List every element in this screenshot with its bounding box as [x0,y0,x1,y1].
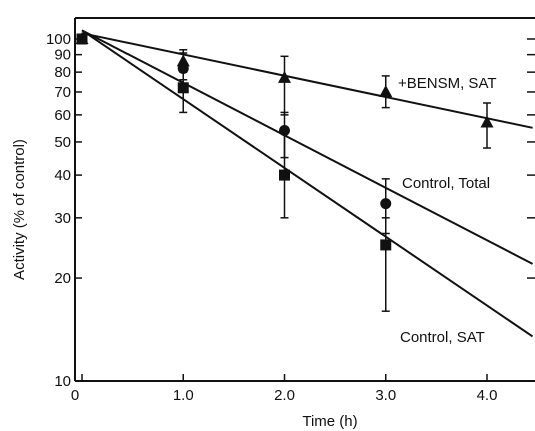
square-marker [177,82,189,94]
triangle-marker [379,84,393,97]
right-axis-ticks [527,38,535,382]
y-tick-label: 40 [54,167,71,184]
triangle-marker [480,115,494,128]
x-tick-label: 1.0 [173,387,194,404]
x-axis-label: Time (h) [302,413,357,430]
y-tick-label: 90 [54,47,71,64]
series-label-control-total: Control, Total [402,175,490,192]
x-tick-label: 2.0 [274,387,295,404]
x-axis-ticks: 0 1.0 2.0 3.0 4.0 [71,374,498,404]
fit-line-series-2 [81,29,534,338]
x-tick-label: 4.0 [477,387,498,404]
y-tick-label: 30 [54,210,71,227]
triangle-marker [278,70,291,83]
y-tick-label: 10 [54,373,71,390]
y-tick-label: 50 [54,134,71,151]
y-tick-label: 70 [54,84,71,101]
fit-line-series-1 [81,29,534,265]
triangle-marker [176,54,190,67]
x-tick-label: 0 [71,387,79,404]
series-label-bensm-sat: +BENSM, SAT [398,75,497,92]
plot-frame [74,17,535,382]
circle-marker [380,198,392,210]
circle-marker [177,62,189,74]
circle-marker [279,125,290,137]
y-axis-label: Activity (% of control) [11,139,28,280]
y-tick-label: 80 [54,64,71,81]
fit-lines [81,29,534,338]
y-tick-label: 100 [46,31,71,48]
square-marker [279,169,290,181]
y-tick-label: 20 [54,270,71,287]
series-label-control-sat: Control, SAT [400,329,485,346]
square-marker [380,239,392,251]
y-tick-label: 60 [54,107,71,124]
fit-line-series-0 [81,32,533,129]
x-tick-label: 3.0 [375,387,396,404]
